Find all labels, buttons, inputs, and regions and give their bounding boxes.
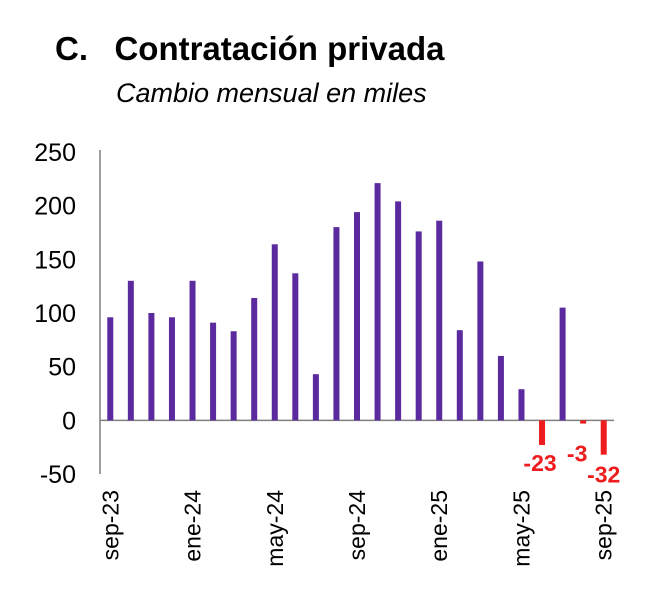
- bar-dic-24: [415, 231, 422, 421]
- y-tick-label: -50: [40, 461, 76, 489]
- panel-letter: C.: [55, 30, 88, 67]
- bar-abr-24: [251, 297, 258, 421]
- bar-may-24: [271, 244, 278, 421]
- y-tick-label: 50: [48, 354, 76, 382]
- bar-ago-24: [333, 227, 340, 421]
- bar-may-25: [518, 389, 525, 421]
- data-label-jun-25: -23: [523, 450, 556, 476]
- bar-dic-23: [168, 317, 175, 421]
- bar-nov-24: [395, 201, 402, 421]
- bar-mar-25: [477, 261, 484, 421]
- bar-sep-23: [107, 317, 114, 421]
- y-tick-label: 150: [34, 246, 76, 274]
- data-label-ago-25: -3: [567, 441, 587, 467]
- chart-heading: C. Contratación privada: [55, 30, 445, 68]
- bar-mar-24: [230, 331, 237, 421]
- bar-ene-25: [436, 220, 443, 421]
- x-tick-label: ene-25: [426, 490, 452, 562]
- bar-jul-24: [312, 374, 319, 421]
- chart-subtitle: Cambio mensual en miles: [116, 78, 427, 108]
- bar-jul-25: [559, 307, 566, 421]
- bar-abr-25: [497, 355, 504, 421]
- bar-oct-23: [127, 280, 134, 421]
- bar-jun-25: [539, 420, 546, 446]
- bar-feb-25: [456, 330, 463, 421]
- bar-oct-24: [374, 183, 381, 421]
- bar-sep-25: [600, 420, 607, 455]
- y-tick-label: 0: [62, 407, 76, 435]
- bar-ago-25: [580, 420, 587, 424]
- bar-sep-24: [354, 212, 360, 421]
- bar-ene-24: [189, 280, 196, 421]
- y-tick-label: 100: [34, 300, 76, 328]
- bar-jun-24: [292, 273, 299, 421]
- bar-nov-23: [148, 313, 155, 421]
- x-tick-label: sep-24: [344, 490, 370, 561]
- y-tick-label: 250: [34, 139, 76, 167]
- x-tick-label: may-24: [262, 490, 288, 567]
- x-tick-label: sep-23: [97, 490, 123, 560]
- x-tick-label: ene-24: [180, 490, 206, 562]
- y-tick-label: 200: [34, 193, 76, 221]
- x-tick-label: may-25: [508, 490, 534, 567]
- data-label-sep-25: -32: [587, 462, 620, 488]
- bar-feb-24: [210, 322, 217, 421]
- x-tick-label: sep-25: [591, 490, 617, 560]
- chart-title: Contratación privada: [114, 30, 445, 67]
